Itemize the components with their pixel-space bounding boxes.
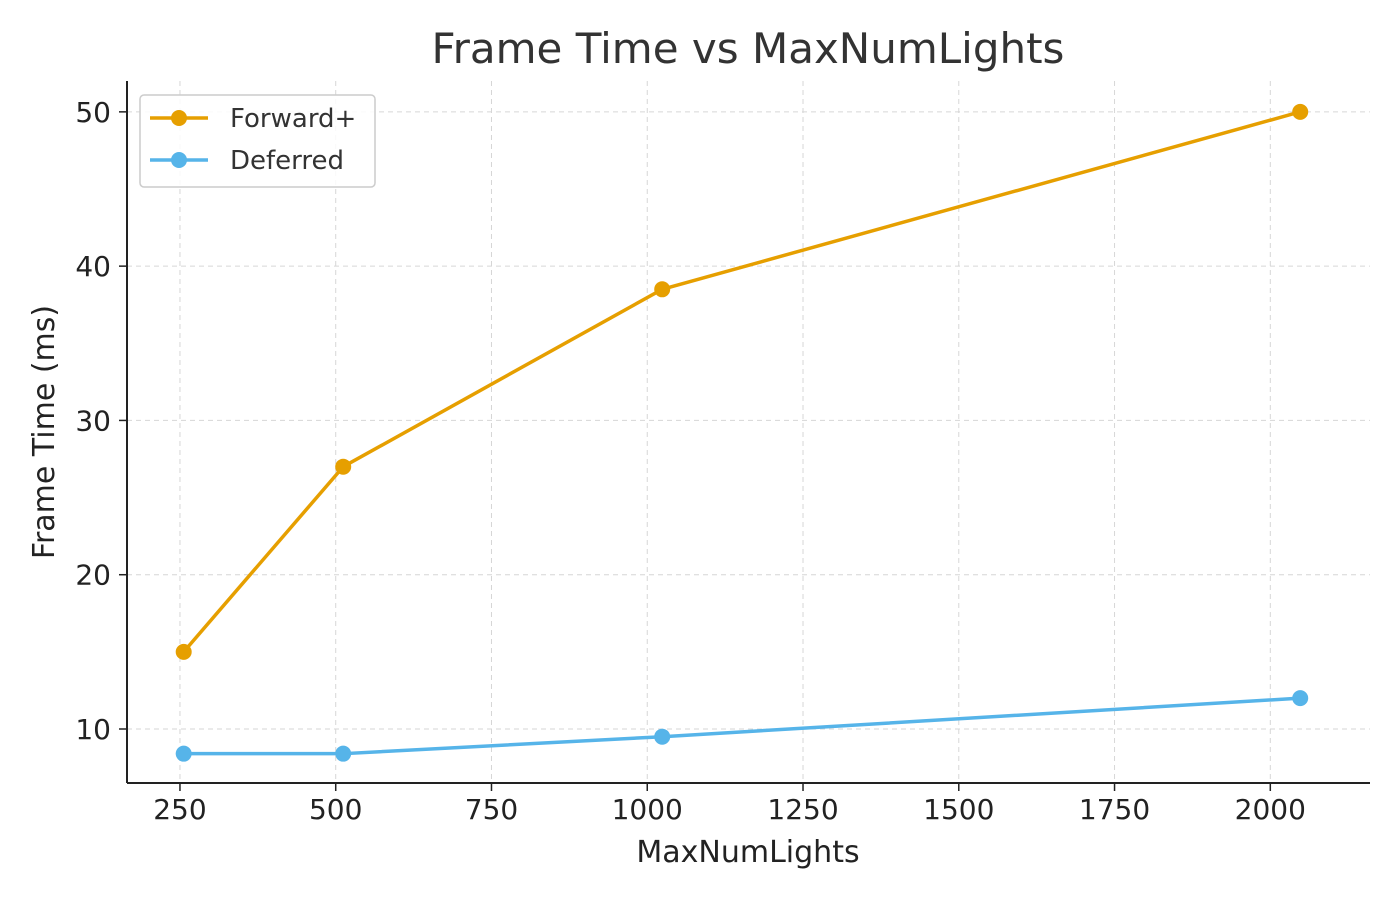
x-tick-label: 1750	[1079, 793, 1150, 826]
series	[175, 103, 1309, 762]
series-line-forward-plus	[181, 110, 1302, 654]
x-tick-label: 1000	[612, 793, 683, 826]
legend: Forward+ Deferred	[139, 94, 376, 188]
data-point-deferred	[654, 728, 671, 745]
y-tick-label: 20	[75, 559, 111, 592]
x-axis-label: MaxNumLights	[636, 835, 859, 870]
x-tick-label: 1500	[923, 793, 994, 826]
data-point-deferred	[1292, 690, 1309, 707]
series-line-deferred	[181, 696, 1302, 756]
data-point-forward-plus	[335, 458, 352, 475]
chart-title: Frame Time vs MaxNumLights	[432, 24, 1065, 73]
data-point-deferred	[335, 745, 352, 762]
data-point-forward-plus	[175, 643, 192, 660]
y-tick-label: 40	[75, 250, 111, 283]
series-forward-plus	[175, 103, 1309, 660]
ticks: 250 500 750 1000 1250 1500 1750 2000 10 20 30 40 50	[75, 96, 1306, 826]
axes	[126, 81, 1370, 784]
data-point-deferred	[175, 745, 192, 762]
x-tick-label: 250	[153, 793, 206, 826]
x-tick-label: 2000	[1235, 793, 1306, 826]
x-tick-label: 1250	[767, 793, 838, 826]
legend-marker-deferred	[171, 152, 187, 168]
data-point-forward-plus	[1292, 103, 1309, 120]
legend-label-forward-plus: Forward+	[230, 104, 356, 134]
legend-marker-forward-plus	[171, 110, 187, 126]
legend-label-deferred: Deferred	[230, 146, 344, 176]
x-tick-label: 750	[465, 793, 518, 826]
y-tick-label: 50	[75, 96, 111, 129]
grid	[127, 81, 1370, 783]
y-tick-label: 10	[75, 713, 111, 746]
y-axis-label: Frame Time (ms)	[27, 305, 62, 559]
x-tick-label: 500	[309, 793, 362, 826]
y-tick-label: 30	[75, 404, 111, 437]
series-deferred	[175, 690, 1309, 762]
data-point-forward-plus	[654, 281, 671, 298]
